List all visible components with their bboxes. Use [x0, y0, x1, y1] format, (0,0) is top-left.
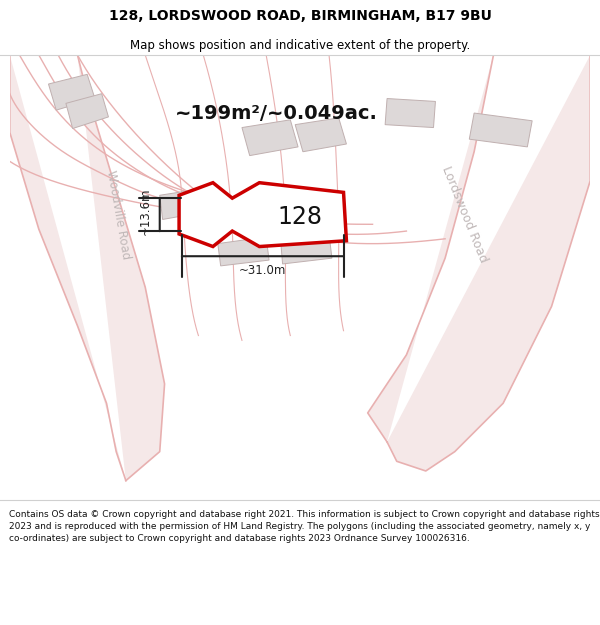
Polygon shape — [10, 55, 164, 481]
Polygon shape — [218, 237, 269, 266]
Text: 128: 128 — [278, 204, 323, 229]
Text: ~199m²/~0.049ac.: ~199m²/~0.049ac. — [175, 104, 377, 122]
Polygon shape — [368, 55, 590, 471]
Text: Map shows position and indicative extent of the property.: Map shows position and indicative extent… — [130, 39, 470, 52]
Text: ~31.0m: ~31.0m — [239, 264, 286, 278]
Text: 128, LORDSWOOD ROAD, BIRMINGHAM, B17 9BU: 128, LORDSWOOD ROAD, BIRMINGHAM, B17 9BU — [109, 9, 491, 24]
Polygon shape — [242, 120, 298, 156]
Polygon shape — [469, 113, 532, 147]
Polygon shape — [281, 234, 332, 264]
Polygon shape — [66, 94, 109, 129]
Text: Contains OS data © Crown copyright and database right 2021. This information is : Contains OS data © Crown copyright and d… — [9, 510, 599, 542]
Text: ~13.6m: ~13.6m — [139, 188, 152, 236]
Text: Lordswood Road: Lordswood Road — [439, 164, 490, 265]
Text: Woodville Road: Woodville Road — [104, 169, 133, 260]
Polygon shape — [385, 99, 436, 127]
Polygon shape — [160, 189, 206, 219]
Polygon shape — [179, 182, 346, 246]
Polygon shape — [49, 74, 95, 110]
Polygon shape — [295, 118, 346, 152]
